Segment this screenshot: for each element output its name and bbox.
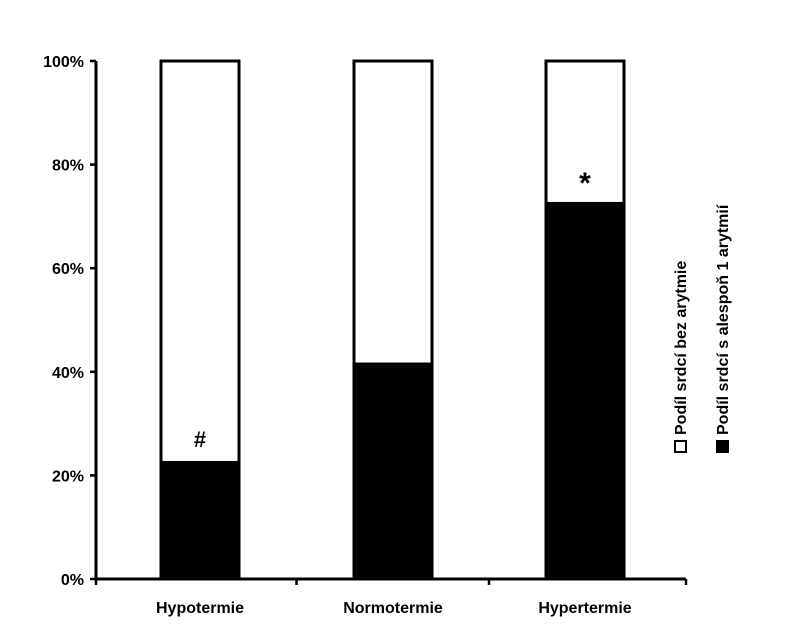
significance-marker: * <box>579 167 591 200</box>
x-category-label: Hypertermie <box>538 600 631 617</box>
bar-segment <box>544 59 626 205</box>
y-tick-label: 0% <box>61 572 84 589</box>
significance-marker: # <box>194 427 206 452</box>
y-tick-label: 80% <box>52 158 84 175</box>
y-tick-label: 100% <box>43 54 84 71</box>
y-tick-label: 40% <box>52 365 84 382</box>
bar-segment <box>544 201 626 581</box>
legend-swatch-open <box>674 440 687 453</box>
bar-segment <box>352 59 434 366</box>
plot-area: 0% 20% 40% 60% 80% 100% Hypotermie Normotermie H… <box>43 54 688 617</box>
legend-item: Podíl srdcí bez arytmie <box>673 261 690 453</box>
bar-segment <box>352 362 434 581</box>
legend-label: Podíl srdcí s alespoň 1 arytmií <box>715 204 732 435</box>
x-category-label: Normotermie <box>343 600 443 617</box>
y-tick-label: 20% <box>52 468 84 485</box>
legend-swatch-filled <box>716 440 729 453</box>
legend-label: Podíl srdcí bez arytmie <box>673 261 690 435</box>
bar-segment <box>159 59 241 464</box>
x-category-label: Hypotermie <box>156 600 244 617</box>
y-tick-label: 60% <box>52 261 84 278</box>
legend: Podíl srdcí bez arytmie Podíl srdcí s ale… <box>673 204 732 453</box>
bar-segment <box>159 460 241 581</box>
legend-item: Podíl srdcí s alespoň 1 arytmií <box>715 204 732 453</box>
